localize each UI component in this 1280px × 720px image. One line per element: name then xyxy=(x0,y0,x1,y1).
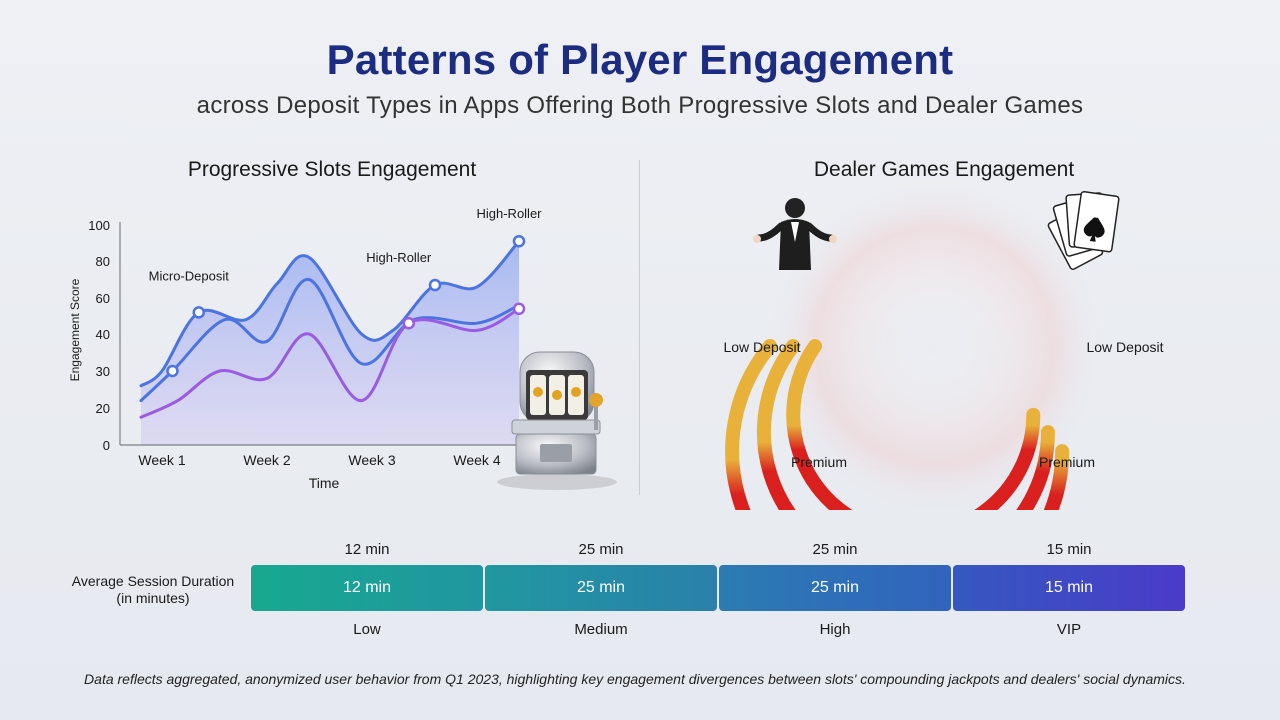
data-point-marker xyxy=(428,278,442,292)
y-tick-label: 40 xyxy=(96,327,110,342)
ring-label-low-deposit-left: Low Deposit xyxy=(723,339,800,355)
label-group: 0 20 30 40 60 80 100 Week 1 Week 2 Week 3 Week 4 Ti… xyxy=(68,206,542,491)
duration-segment-high: 25 min xyxy=(719,565,951,611)
x-tick-label: Week 2 xyxy=(243,452,290,468)
dealer-icon xyxy=(753,198,837,270)
duration-segment-low: 12 min xyxy=(251,565,483,611)
data-point-marker xyxy=(512,302,526,316)
playing-cards-icon xyxy=(1047,190,1120,270)
annotation-label: High-Roller xyxy=(476,206,542,221)
duration-segment-vip: 15 min xyxy=(953,565,1185,611)
ring-arc xyxy=(757,339,1055,510)
page-subtitle: across Deposit Types in Apps Offering Bo… xyxy=(196,92,1084,119)
ring-label-low-deposit-right: Low Deposit xyxy=(1086,339,1163,355)
data-point-marker xyxy=(166,364,179,378)
page-title: Patterns of Player Engagement xyxy=(326,36,954,83)
plot-area xyxy=(141,241,519,445)
axes xyxy=(119,222,530,446)
data-point-marker xyxy=(192,306,205,319)
series-group xyxy=(139,234,526,419)
x-tick-label: Week 4 xyxy=(453,452,500,468)
duration-top-value: 25 min xyxy=(578,541,624,558)
y-axis-title: Engagement Score xyxy=(68,278,82,381)
slot-machine-icon xyxy=(497,351,617,490)
data-point-marker xyxy=(512,234,526,248)
ring-label-premium-left: Premium xyxy=(791,454,847,470)
duration-label-line2: (in minutes) xyxy=(116,590,190,606)
slots-panel-title: Progressive Slots Engagement xyxy=(187,158,477,181)
annotation-label: High-Roller xyxy=(366,250,432,265)
area-fill xyxy=(141,241,519,445)
duration-tier-label: Low xyxy=(353,621,381,638)
series-line xyxy=(139,278,521,403)
duration-tier-label: High xyxy=(819,621,851,638)
duration-label: Average Session Duration (in minutes) xyxy=(62,573,244,607)
y-tick-label: 20 xyxy=(96,401,110,416)
footnote: Data reflects aggregated, anonymized use… xyxy=(84,671,1186,687)
duration-segment-medium: 25 min xyxy=(485,565,717,611)
duration-top-value: 15 min xyxy=(1046,541,1092,558)
x-tick-label: Week 1 xyxy=(138,452,185,468)
duration-label-line1: Average Session Duration xyxy=(71,573,235,589)
data-point-marker xyxy=(402,316,415,330)
duration-top-value: 25 min xyxy=(812,541,858,558)
ring-arc xyxy=(725,339,1070,510)
x-axis-title: Time xyxy=(309,475,340,491)
y-tick-label: 80 xyxy=(96,254,110,269)
panel-divider xyxy=(639,160,640,495)
duration-top-value: 12 min xyxy=(344,541,390,558)
dealer-ring-chart: Low Deposit Low Deposit Premium Premium xyxy=(723,176,1164,510)
ring-arc xyxy=(786,339,1041,510)
duration-tier-label: VIP xyxy=(1056,621,1082,638)
y-tick-label: 100 xyxy=(88,218,110,233)
series-line xyxy=(139,239,521,388)
engagement-line-chart: 0 20 30 40 60 80 100 Week 1 Week 2 Week 3 Week 4 Ti… xyxy=(68,206,617,491)
x-tick-label: Week 3 xyxy=(348,452,395,468)
ring-label-premium-right: Premium xyxy=(1039,454,1095,470)
y-tick-label: 0 xyxy=(103,438,110,453)
y-tick-label: 60 xyxy=(96,291,110,306)
ring-group xyxy=(725,339,1070,510)
annotation-label: Micro-Deposit xyxy=(149,268,230,283)
series-line xyxy=(139,307,521,419)
duration-tier-label: Medium xyxy=(574,621,628,638)
dealer-panel-title: Dealer Games Engagement xyxy=(813,158,1075,181)
y-tick-label: 30 xyxy=(96,364,110,379)
